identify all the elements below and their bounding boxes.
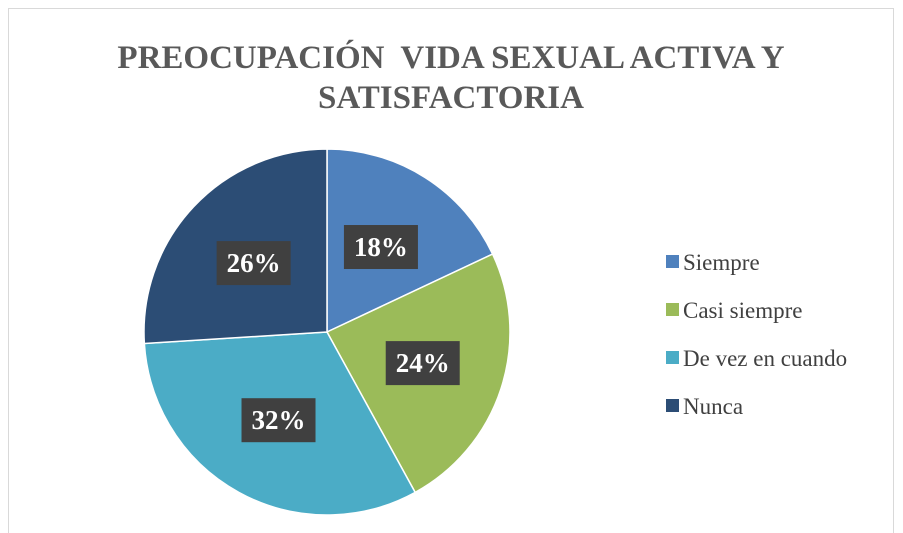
- legend-label: Casi siempre: [683, 298, 802, 323]
- data-label-box: [241, 398, 316, 443]
- data-label-box: [216, 241, 291, 286]
- data-label: 24%: [396, 348, 450, 378]
- legend-label: Nunca: [683, 394, 743, 419]
- chart-title: PREOCUPACIÓN VIDA SEXUAL ACTIVA Y SATISF…: [117, 40, 793, 116]
- data-label: 32%: [252, 405, 306, 435]
- legend-label: De vez en cuando: [683, 346, 847, 371]
- data-label: 26%: [227, 248, 281, 278]
- data-label: 18%: [354, 232, 408, 262]
- legend-swatch: [666, 351, 679, 364]
- chart-border: [8, 8, 894, 533]
- data-label-box: [385, 341, 460, 386]
- legend-swatch: [666, 399, 679, 412]
- data-label-box: [343, 225, 418, 270]
- legend-swatch: [666, 255, 679, 268]
- legend-swatch: [666, 303, 679, 316]
- legend-label: Siempre: [683, 250, 760, 275]
